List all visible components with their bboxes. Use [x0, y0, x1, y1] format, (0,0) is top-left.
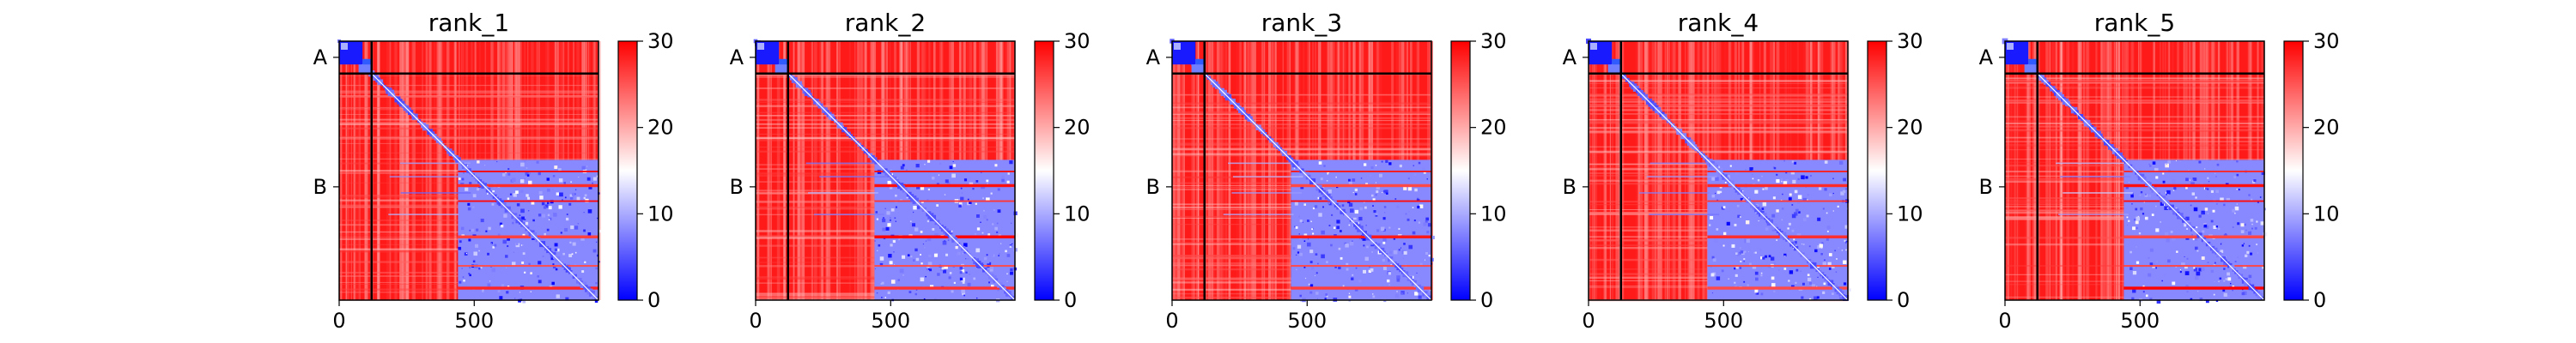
heatmap	[337, 39, 601, 304]
heatmap	[753, 39, 1018, 303]
colorbar-tick-label: 20	[1480, 116, 1507, 140]
x-tick-label: 500	[1704, 309, 1743, 333]
heatmap-frame	[755, 40, 1016, 301]
colorbar-tick-label: 10	[1480, 202, 1507, 226]
colorbar-tick-label: 10	[1897, 202, 1923, 226]
panel-title: rank_2	[845, 9, 926, 37]
x-tick-label: 0	[332, 309, 345, 333]
x-tick-label: 500	[1287, 309, 1327, 333]
heatmap	[2002, 38, 2268, 304]
x-tick-label: 0	[1582, 309, 1595, 333]
heatmap-frame	[1171, 40, 1432, 301]
colorbar	[617, 40, 638, 301]
colorbar-tick-label: 30	[647, 29, 674, 53]
y-tick-label: B	[1979, 175, 1993, 199]
heatmap-frame	[338, 40, 599, 301]
panel-rank_3: rank_3 A B 0 500 0 10 20 30	[1146, 9, 1507, 333]
x-tick-label: 500	[2120, 309, 2160, 333]
panel-rank_4: rank_4 A B 0 500 0 10 20 30	[1563, 9, 1923, 333]
colorbar-tick-label: 10	[1064, 202, 1091, 226]
colorbar-tick-label: 10	[647, 202, 674, 226]
colorbar-tick-label: 30	[1064, 29, 1091, 53]
colorbar-tick-label: 20	[1897, 116, 1923, 140]
x-tick-label: 500	[871, 309, 910, 333]
y-tick-label: A	[1146, 45, 1161, 69]
y-tick-label: B	[1563, 175, 1577, 199]
y-tick-label: A	[1979, 45, 1994, 69]
heatmap	[1585, 38, 1851, 302]
y-tick-label: B	[1146, 175, 1160, 199]
heatmap-frame	[2004, 40, 2265, 301]
y-tick-label: B	[313, 175, 327, 199]
colorbar-tick-label: 20	[2313, 116, 2340, 140]
panel-title: rank_4	[1678, 9, 1759, 37]
x-tick-label: 0	[749, 309, 762, 333]
y-tick-label: A	[730, 45, 744, 69]
chain-A-block	[1172, 41, 1205, 74]
chain-A-block	[2005, 41, 2038, 74]
x-tick-label: 500	[454, 309, 494, 333]
colorbar-tick-label: 30	[1480, 29, 1507, 53]
heatmap	[1170, 39, 1435, 303]
colorbar-tick-label: 0	[1064, 288, 1077, 312]
panel-title: rank_3	[1261, 9, 1342, 37]
colorbar-tick-label: 20	[647, 116, 674, 140]
colorbar	[1867, 40, 1887, 301]
chain-A-block	[756, 41, 788, 74]
colorbar-tick-label: 0	[647, 288, 660, 312]
colorbar-tick-label: 30	[2313, 29, 2340, 53]
colorbar	[2283, 40, 2304, 301]
panel-title: rank_5	[2094, 9, 2175, 37]
chain-A-block	[339, 41, 372, 74]
y-tick-label: B	[730, 175, 744, 199]
diagonal	[1585, 38, 1849, 301]
colorbar-tick-label: 0	[1897, 288, 1910, 312]
colorbar-tick-label: 30	[1897, 29, 1923, 53]
panel-rank_1: rank_1 A B 0 500 0 10 20 30	[313, 9, 674, 333]
heatmap-frame	[1588, 40, 1849, 301]
colorbar-tick-label: 20	[1064, 116, 1091, 140]
y-tick-label: A	[313, 45, 328, 69]
panel-rank_2: rank_2 A B 0 500 0 10 20 30	[730, 9, 1091, 333]
chain-A-block	[1589, 41, 1621, 74]
x-tick-label: 0	[1998, 309, 2011, 333]
panel-rank_5: rank_5 A B 0 500 0 10 20 30	[1979, 9, 2340, 333]
colorbar-tick-label: 10	[2313, 202, 2340, 226]
colorbar-tick-label: 0	[1480, 288, 1493, 312]
panel-title: rank_1	[428, 9, 509, 37]
colorbar-tick-label: 0	[2313, 288, 2326, 312]
colorbar	[1450, 40, 1471, 301]
x-tick-label: 0	[1165, 309, 1178, 333]
y-tick-label: A	[1563, 45, 1577, 69]
colorbar	[1034, 40, 1054, 301]
